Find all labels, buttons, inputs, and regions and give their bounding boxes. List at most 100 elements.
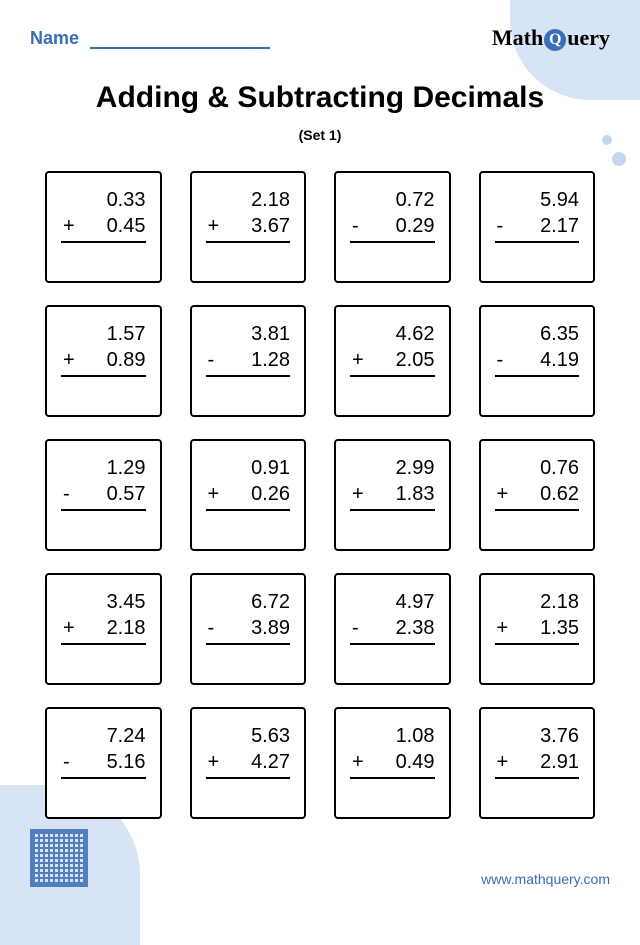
- operand-row: +1.35: [495, 615, 580, 645]
- operand-a: 0.76: [495, 455, 580, 481]
- problem-box: 0.76+0.62: [479, 439, 596, 551]
- operand-row: +0.26: [206, 481, 291, 511]
- operand-row: +3.67: [206, 213, 291, 243]
- problem: 1.29-0.57: [61, 455, 146, 511]
- logo-q-icon: Q: [544, 29, 566, 51]
- operator: -: [61, 481, 70, 507]
- operand-b: 2.38: [396, 615, 435, 641]
- problem-box: 3.76+2.91: [479, 707, 596, 819]
- operand-b: 3.89: [251, 615, 290, 641]
- operand-b: 0.49: [396, 749, 435, 775]
- operator: +: [61, 347, 75, 373]
- operand-a: 2.18: [206, 187, 291, 213]
- problem: 7.24- 5.16: [61, 723, 146, 779]
- operator: +: [495, 481, 509, 507]
- problem-box: 1.08+0.49: [334, 707, 451, 819]
- operand-row: +4.27: [206, 749, 291, 779]
- operand-row: +1.83: [350, 481, 435, 511]
- operator: +: [206, 749, 220, 775]
- operator: -: [206, 347, 215, 373]
- operator: -: [350, 213, 359, 239]
- footer-url: www.mathquery.com: [481, 871, 610, 887]
- problem-box: 4.62+2.05: [334, 305, 451, 417]
- operator: -: [495, 213, 504, 239]
- problem: 1.08+0.49: [350, 723, 435, 779]
- problem: 0.72-0.29: [350, 187, 435, 243]
- operand-a: 1.29: [61, 455, 146, 481]
- problem: 0.33+0.45: [61, 187, 146, 243]
- problem-box: 0.72-0.29: [334, 171, 451, 283]
- operand-b: 1.28: [251, 347, 290, 373]
- header: Name MathQuery: [0, 0, 640, 61]
- operand-a: 4.97: [350, 589, 435, 615]
- problem-box: 1.57+0.89: [45, 305, 162, 417]
- problem-box: 3.81-1.28: [190, 305, 307, 417]
- operand-b: 2.05: [396, 347, 435, 373]
- problem-box: 5.63+4.27: [190, 707, 307, 819]
- operand-row: +0.62: [495, 481, 580, 511]
- operand-b: 2.91: [540, 749, 579, 775]
- problem-box: 4.97- 2.38: [334, 573, 451, 685]
- operand-row: - 5.16: [61, 749, 146, 779]
- name-input-line[interactable]: [90, 47, 270, 49]
- problem: 2.99+1.83: [350, 455, 435, 511]
- name-field: Name: [30, 28, 270, 49]
- logo-text-suffix: uery: [567, 25, 610, 50]
- problem: 6.72- 3.89: [206, 589, 291, 645]
- problem-box: 2.18+3.67: [190, 171, 307, 283]
- problem: 5.94-2.17: [495, 187, 580, 243]
- problem: 2.18+1.35: [495, 589, 580, 645]
- operator: +: [495, 615, 509, 641]
- operator: +: [61, 615, 75, 641]
- problem: 1.57+0.89: [61, 321, 146, 377]
- page-title: Adding & Subtracting Decimals: [0, 81, 640, 115]
- operand-a: 0.91: [206, 455, 291, 481]
- problem: 5.63+4.27: [206, 723, 291, 779]
- operand-b: 1.83: [396, 481, 435, 507]
- problem-box: 0.33+0.45: [45, 171, 162, 283]
- operand-a: 1.08: [350, 723, 435, 749]
- operand-row: - 2.17: [495, 213, 580, 243]
- operand-a: 7.24: [61, 723, 146, 749]
- operator: +: [350, 749, 364, 775]
- problem-box: 6.35-4.19: [479, 305, 596, 417]
- operand-b: 0.62: [540, 481, 579, 507]
- operand-a: 5.63: [206, 723, 291, 749]
- operator: +: [206, 481, 220, 507]
- operand-a: 3.76: [495, 723, 580, 749]
- problem: 6.35-4.19: [495, 321, 580, 377]
- operand-a: 0.33: [61, 187, 146, 213]
- operator: +: [206, 213, 220, 239]
- operator: -: [206, 615, 215, 641]
- operand-b: 5.16: [107, 749, 146, 775]
- problem: 3.76+2.91: [495, 723, 580, 779]
- problem: 2.18+3.67: [206, 187, 291, 243]
- operator: +: [350, 481, 364, 507]
- operand-row: - 0.29: [350, 213, 435, 243]
- operator: -: [495, 347, 504, 373]
- problem-box: 5.94-2.17: [479, 171, 596, 283]
- problem-grid: 0.33+0.452.18+3.670.72-0.295.94-2.171.57…: [0, 143, 640, 819]
- operand-b: 2.17: [540, 213, 579, 239]
- operand-b: 0.29: [396, 213, 435, 239]
- problem: 3.45+2.18: [61, 589, 146, 645]
- operand-row: - 3.89: [206, 615, 291, 645]
- problem-box: 7.24- 5.16: [45, 707, 162, 819]
- operand-a: 6.72: [206, 589, 291, 615]
- operator: -: [61, 749, 70, 775]
- operator: +: [61, 213, 75, 239]
- logo-text-prefix: Math: [492, 25, 543, 50]
- operand-b: 0.45: [107, 213, 146, 239]
- operand-b: 4.19: [540, 347, 579, 373]
- operand-row: - 1.28: [206, 347, 291, 377]
- operand-b: 3.67: [251, 213, 290, 239]
- operand-a: 1.57: [61, 321, 146, 347]
- operator: -: [350, 615, 359, 641]
- operand-b: 4.27: [251, 749, 290, 775]
- operand-row: - 2.38: [350, 615, 435, 645]
- problem: 4.62+2.05: [350, 321, 435, 377]
- problem-box: 2.99+1.83: [334, 439, 451, 551]
- logo: MathQuery: [492, 25, 610, 51]
- problem-box: 3.45+2.18: [45, 573, 162, 685]
- operator: +: [495, 749, 509, 775]
